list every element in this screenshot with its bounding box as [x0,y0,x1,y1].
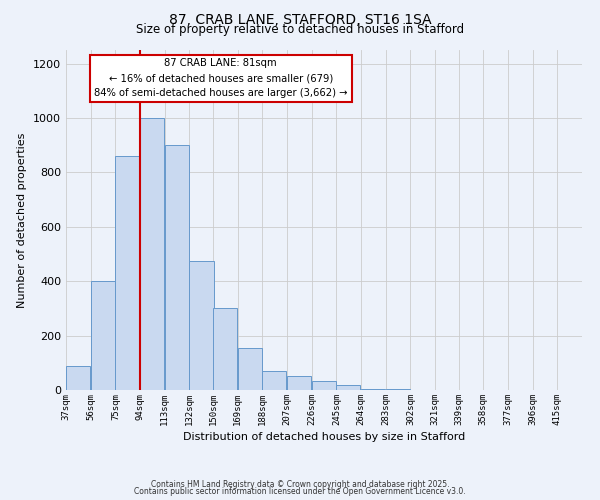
Text: Contains public sector information licensed under the Open Government Licence v3: Contains public sector information licen… [134,487,466,496]
Bar [361,388,385,390]
Bar [311,382,335,390]
Bar [140,118,164,390]
Bar [91,281,115,390]
Bar [115,156,139,390]
Text: 87, CRAB LANE, STAFFORD, ST16 1SA: 87, CRAB LANE, STAFFORD, ST16 1SA [169,12,431,26]
Text: Contains HM Land Registry data © Crown copyright and database right 2025.: Contains HM Land Registry data © Crown c… [151,480,449,489]
Bar [190,261,214,390]
Bar [66,366,90,390]
Bar [165,145,189,390]
Bar [287,376,311,390]
Bar [337,385,361,390]
X-axis label: Distribution of detached houses by size in Stafford: Distribution of detached houses by size … [183,432,465,442]
Bar [213,308,237,390]
Y-axis label: Number of detached properties: Number of detached properties [17,132,28,308]
Text: Size of property relative to detached houses in Stafford: Size of property relative to detached ho… [136,22,464,36]
Text: 87 CRAB LANE: 81sqm
← 16% of detached houses are smaller (679)
84% of semi-detac: 87 CRAB LANE: 81sqm ← 16% of detached ho… [94,58,347,98]
Bar [238,348,262,390]
Bar [262,371,286,390]
